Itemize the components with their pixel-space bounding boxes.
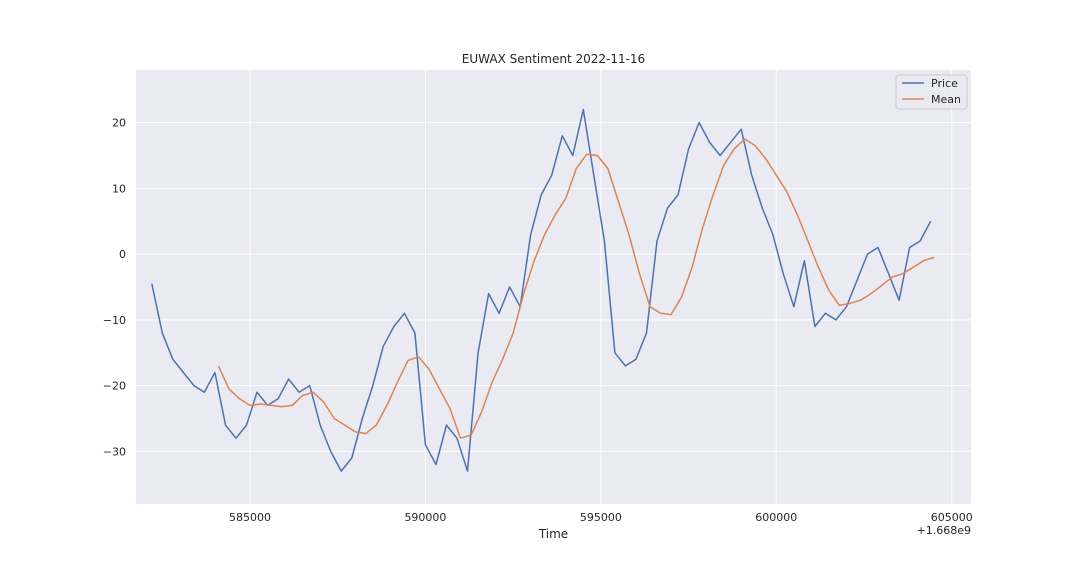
grid-lines (136, 70, 971, 504)
y-tick-label: 0 (119, 248, 126, 261)
series-lines (151, 108, 935, 472)
x-tick-label: 590000 (404, 511, 446, 524)
y-tick-label: 20 (112, 117, 126, 130)
y-tick-label: −30 (103, 445, 126, 458)
plot-background (136, 70, 971, 504)
legend: Price Mean (895, 74, 968, 110)
x-tick-label: 600000 (755, 511, 797, 524)
series-line-price (151, 108, 932, 472)
chart-title: EUWAX Sentiment 2022-11-16 (462, 52, 645, 66)
legend-label-mean: Mean (931, 93, 961, 106)
legend-label-price: Price (931, 77, 958, 90)
y-tick-label: −10 (103, 314, 126, 327)
tick-labels: 585000 590000 595000 600000 605000 −30 −20 −10 0… (103, 117, 973, 524)
y-tick-label: 10 (112, 182, 126, 195)
x-tick-label: 595000 (580, 511, 622, 524)
x-axis-offset-label: +1.668e9 (917, 524, 971, 537)
series-line-mean (217, 138, 935, 439)
x-axis-label: Time (538, 527, 568, 541)
x-tick-label: 585000 (229, 511, 271, 524)
y-tick-label: −20 (103, 380, 126, 393)
x-tick-label: 605000 (931, 511, 973, 524)
